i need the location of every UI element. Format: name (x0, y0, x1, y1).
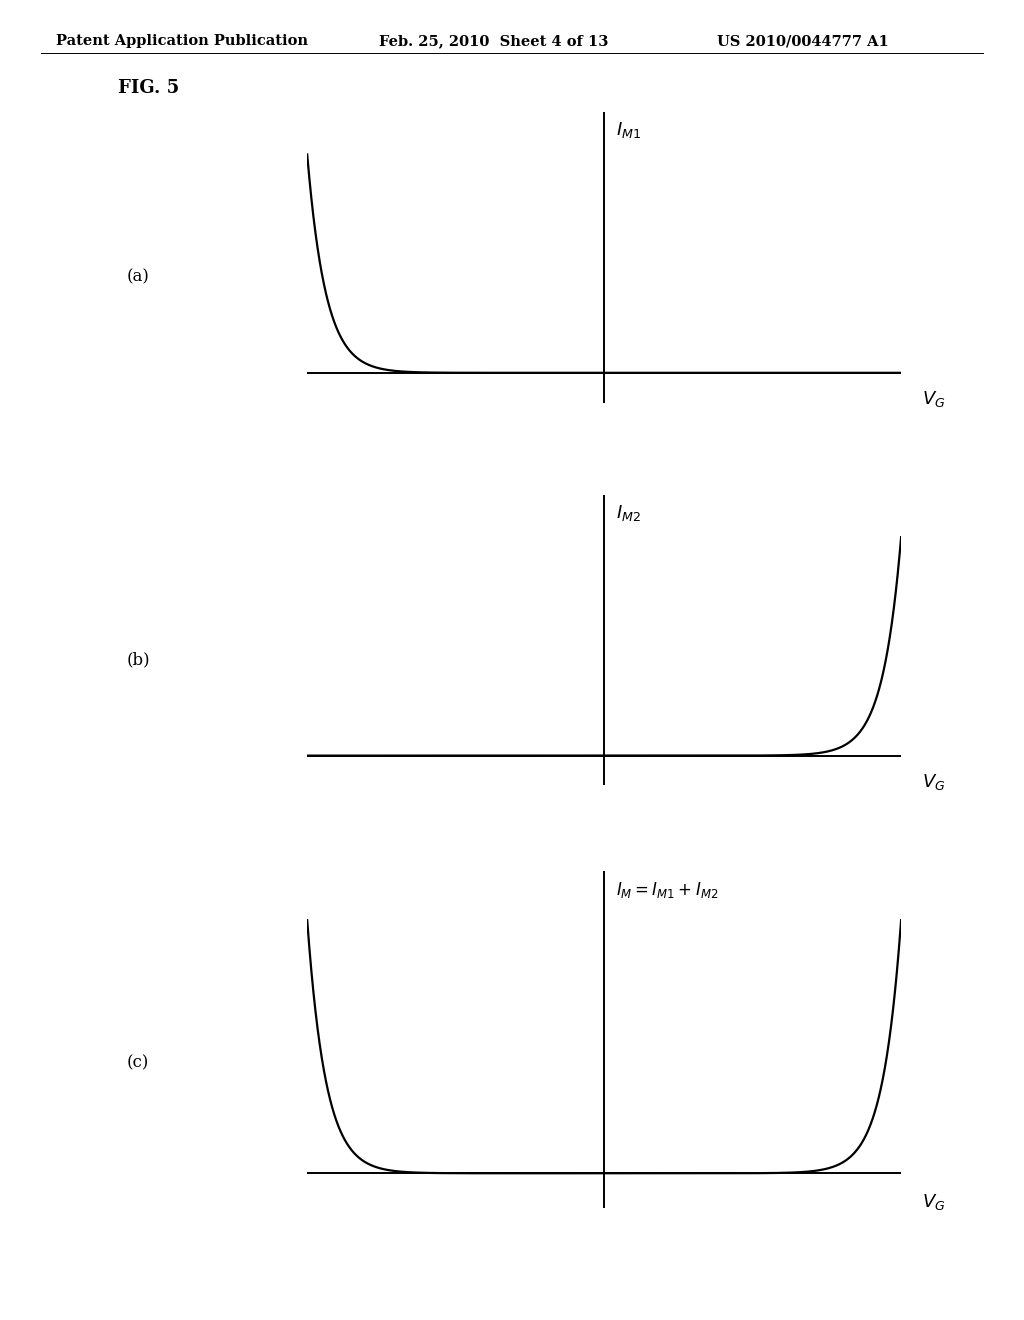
Text: US 2010/0044777 A1: US 2010/0044777 A1 (717, 34, 889, 49)
Text: Feb. 25, 2010  Sheet 4 of 13: Feb. 25, 2010 Sheet 4 of 13 (379, 34, 608, 49)
Text: $V_G$: $V_G$ (922, 1192, 945, 1212)
Text: $I_{M1}$: $I_{M1}$ (616, 120, 641, 140)
Text: FIG. 5: FIG. 5 (118, 79, 179, 98)
Text: $V_G$: $V_G$ (922, 772, 945, 792)
Text: (c): (c) (127, 1055, 150, 1071)
Text: (b): (b) (126, 652, 151, 668)
Text: Patent Application Publication: Patent Application Publication (56, 34, 308, 49)
Text: $I_{M2}$: $I_{M2}$ (616, 503, 641, 523)
Text: $I_M = I_{M1} + I_{M2}$: $I_M = I_{M1} + I_{M2}$ (616, 880, 719, 900)
Text: (a): (a) (127, 269, 150, 285)
Text: $V_G$: $V_G$ (922, 389, 945, 409)
